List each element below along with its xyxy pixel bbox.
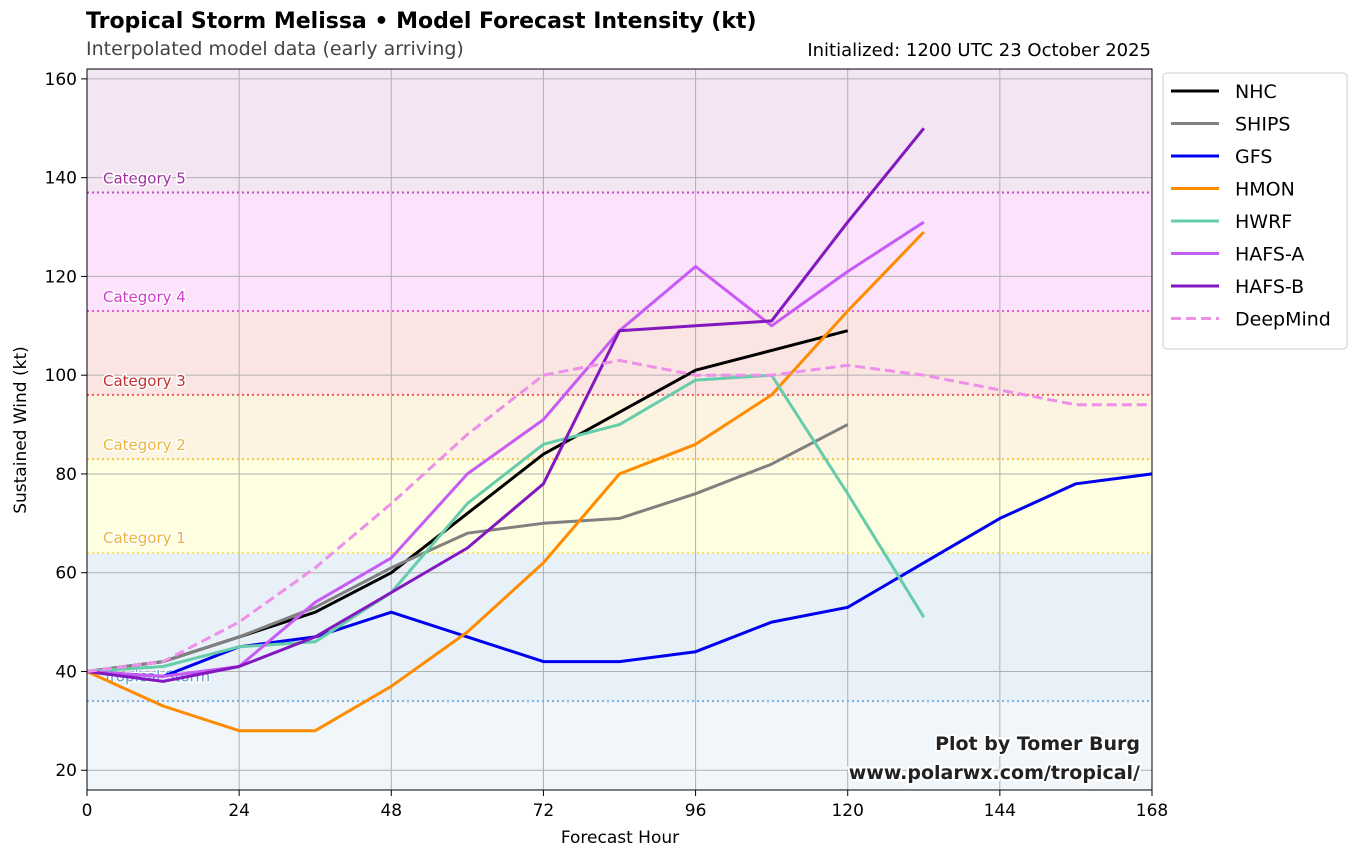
band-category-5	[87, 69, 1152, 193]
legend-label-deepmind: DeepMind	[1235, 309, 1331, 331]
x-tick-label-0: 0	[82, 801, 93, 821]
y-tick-label-20: 20	[55, 761, 77, 781]
legend-label-hmon: HMON	[1235, 179, 1295, 201]
legend-label-hafs-a: HAFS-A	[1235, 244, 1304, 266]
x-tick-label-24: 24	[228, 801, 250, 821]
series-line-hafs-b	[86, 127, 925, 683]
legend-box	[1162, 72, 1348, 350]
chart-title: Tropical Storm Melissa • Model Forecast …	[86, 9, 757, 34]
x-axis-ticks: 0 24 48 72 96 120 144 168	[82, 790, 1168, 821]
x-axis-label: Forecast Hour	[561, 828, 679, 848]
credit-line-2: www.polarwx.com/tropical/	[849, 762, 1140, 784]
x-tick-label-72: 72	[533, 801, 555, 821]
y-axis-label: Sustained Wind (kt)	[11, 346, 31, 514]
threshold-label-category-1: Category 1	[103, 529, 186, 547]
chart-subtitle: Interpolated model data (early arriving)	[86, 38, 464, 60]
y-tick-label-80: 80	[55, 465, 77, 485]
series-line-deepmind	[86, 358, 1152, 673]
legend-label-hafs-b: HAFS-B	[1235, 276, 1304, 298]
x-tick-label-96: 96	[685, 801, 707, 821]
y-tick-label-140: 140	[45, 169, 77, 189]
y-tick-label-160: 160	[45, 70, 77, 90]
series-line-ships	[86, 423, 849, 673]
forecast-series	[86, 127, 1153, 733]
legend-label-hwrf: HWRF	[1235, 211, 1292, 233]
legend-label-ships: SHIPS	[1235, 114, 1290, 136]
series-line-hwrf	[86, 373, 926, 673]
legend-label-nhc: NHC	[1235, 81, 1277, 103]
legend-label-gfs: GFS	[1235, 146, 1272, 168]
y-tick-label-60: 60	[55, 564, 77, 584]
threshold-label-category-2: Category 2	[103, 436, 186, 454]
band-ts-band	[87, 552, 1152, 702]
x-tick-label-144: 144	[984, 801, 1016, 821]
initialized-time: Initialized: 1200 UTC 23 October 2025	[807, 40, 1151, 61]
series-line-hmon	[86, 230, 925, 733]
x-tick-label-120: 120	[831, 801, 863, 821]
band-tropical-storm	[87, 701, 1152, 790]
legend: NHC SHIPS GFS HMON HWRF HAFS-A HAFS-B DeepMind	[1162, 72, 1348, 350]
threshold-label-category-5: Category 5	[103, 169, 186, 187]
y-axis-ticks: 20 40 60 80 100 120 140 160	[45, 70, 87, 781]
band-category-3	[87, 310, 1152, 395]
threshold-label-category-4: Category 4	[103, 288, 186, 306]
y-tick-label-40: 40	[55, 662, 77, 682]
plot-frame	[86, 68, 1153, 791]
y-tick-label-100: 100	[45, 366, 77, 386]
threshold-label-category-3: Category 3	[103, 372, 186, 390]
credit-line-1: Plot by Tomer Burg	[935, 733, 1140, 755]
band-category-4	[87, 192, 1152, 311]
y-tick-label-120: 120	[45, 267, 77, 287]
band-category-2	[87, 394, 1152, 460]
x-tick-label-48: 48	[380, 801, 402, 821]
x-tick-label-168: 168	[1136, 801, 1168, 821]
